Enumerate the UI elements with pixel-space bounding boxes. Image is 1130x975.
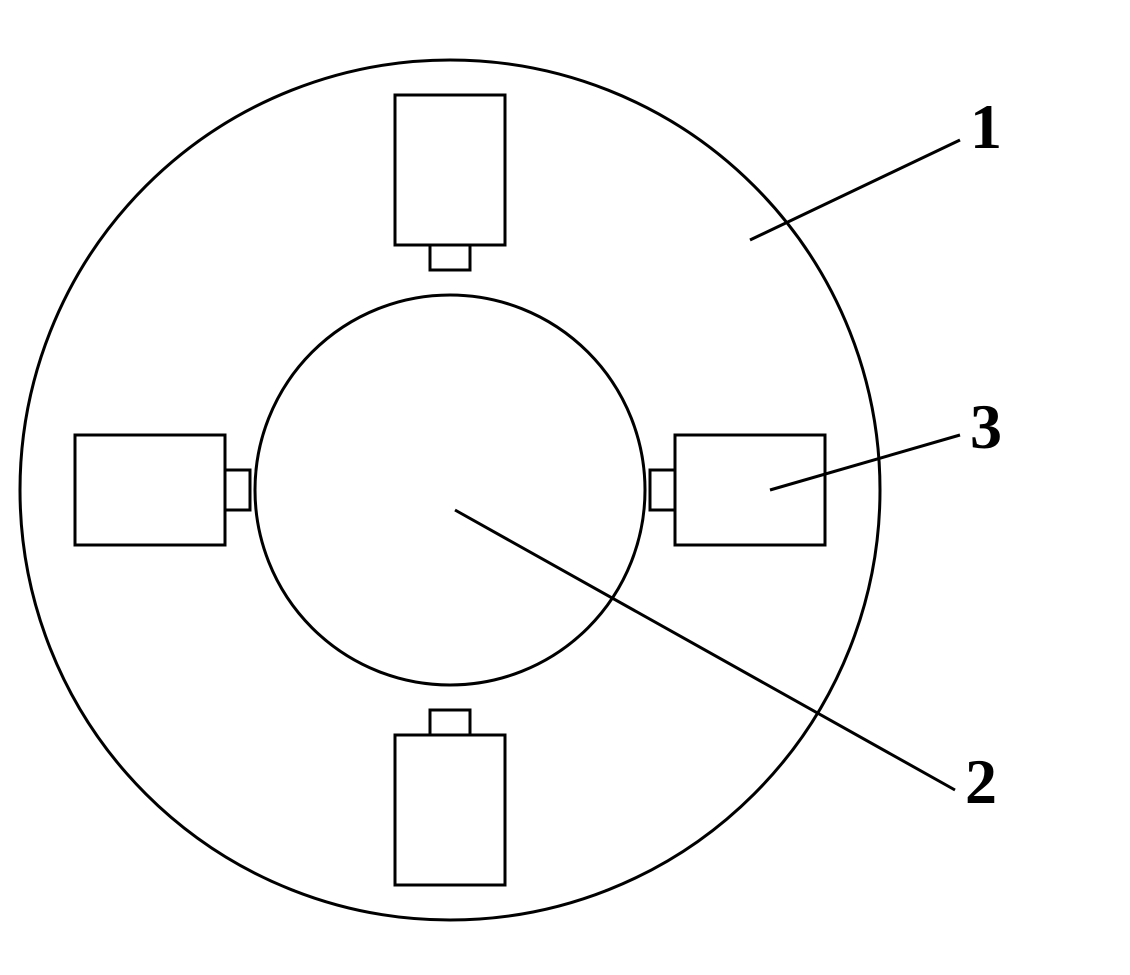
leader-line-3: [770, 435, 960, 490]
outer-circle: [20, 60, 880, 920]
component-body-right: [675, 435, 825, 545]
technical-diagram: 1 3 2: [0, 0, 1130, 975]
diagram-svg: 1 3 2: [0, 0, 1130, 975]
component-body-bottom: [395, 735, 505, 885]
label-1: 1: [970, 91, 1002, 162]
inner-circle: [255, 295, 645, 685]
component-nub-bottom: [430, 710, 470, 735]
leader-line-1: [750, 140, 960, 240]
component-nub-top: [430, 245, 470, 270]
component-body-left: [75, 435, 225, 545]
leader-line-2: [455, 510, 955, 790]
component-nub-left: [225, 470, 250, 510]
component-nub-right: [650, 470, 675, 510]
label-2: 2: [965, 746, 997, 817]
label-3: 3: [970, 391, 1002, 462]
component-body-top: [395, 95, 505, 245]
